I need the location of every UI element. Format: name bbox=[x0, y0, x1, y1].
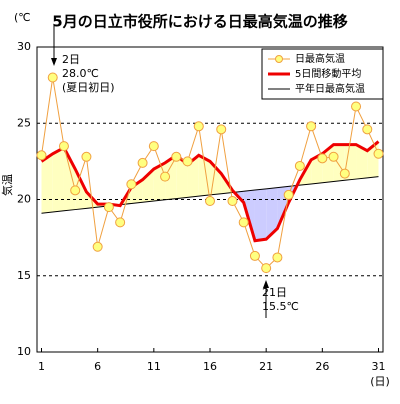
x-tick-label: 21 bbox=[259, 360, 273, 373]
data-point bbox=[70, 185, 81, 196]
annotation: 28.0℃ bbox=[62, 67, 99, 80]
chart-title: 5月の日立市役所における日最高気温の推移 bbox=[52, 13, 347, 31]
difference-fill bbox=[52, 147, 64, 213]
annotation-arrowhead bbox=[51, 58, 57, 66]
data-point bbox=[351, 101, 362, 112]
y-tick-label: 10 bbox=[17, 345, 31, 358]
data-point bbox=[362, 124, 373, 135]
x-tick-label: 6 bbox=[94, 360, 101, 373]
data-point bbox=[261, 263, 272, 274]
difference-fill bbox=[356, 144, 368, 180]
difference-fill bbox=[187, 155, 199, 198]
y-tick-label: 20 bbox=[17, 193, 31, 206]
difference-fill bbox=[41, 153, 53, 214]
data-point bbox=[103, 202, 114, 213]
y-axis-label: 気温 bbox=[0, 174, 14, 196]
x-tick-label: 16 bbox=[203, 360, 217, 373]
annotation: 15.5℃ bbox=[262, 300, 299, 313]
annotation-arrowhead bbox=[263, 280, 269, 288]
data-point bbox=[193, 121, 204, 132]
annotation: 2日 bbox=[62, 53, 80, 66]
difference-fill bbox=[176, 155, 188, 199]
difference-fill bbox=[198, 155, 210, 197]
data-point bbox=[148, 141, 159, 152]
data-point bbox=[283, 189, 294, 200]
data-point bbox=[227, 196, 238, 207]
data-point bbox=[328, 151, 339, 162]
data-point bbox=[294, 160, 305, 171]
y-tick-label: 30 bbox=[17, 40, 31, 53]
legend-label: 平年日最高気温 bbox=[295, 82, 365, 95]
data-point bbox=[160, 171, 171, 182]
y-unit: (℃ bbox=[14, 11, 31, 24]
data-point bbox=[339, 168, 350, 179]
data-point bbox=[137, 157, 148, 168]
data-point bbox=[58, 141, 69, 152]
data-point bbox=[306, 121, 317, 132]
data-point bbox=[126, 179, 137, 190]
data-point bbox=[205, 196, 215, 207]
legend-marker bbox=[275, 55, 283, 63]
x-tick-label: 1 bbox=[38, 360, 45, 373]
data-point bbox=[216, 124, 227, 135]
legend-label: 5日間移動平均 bbox=[295, 67, 361, 80]
data-point bbox=[171, 151, 182, 162]
series-line bbox=[41, 176, 379, 214]
data-point bbox=[238, 217, 249, 228]
data-point bbox=[92, 241, 103, 252]
x-unit: (日) bbox=[370, 375, 390, 388]
difference-fill bbox=[63, 147, 76, 211]
legend-label: 日最高気温 bbox=[295, 52, 345, 65]
data-point bbox=[317, 153, 328, 164]
difference-fill bbox=[153, 162, 166, 202]
data-point bbox=[115, 217, 126, 228]
data-point bbox=[249, 250, 260, 261]
data-point bbox=[182, 156, 193, 167]
data-point bbox=[272, 252, 283, 263]
difference-fill bbox=[75, 169, 87, 210]
x-tick-label: 31 bbox=[372, 360, 386, 373]
x-tick-label: 11 bbox=[147, 360, 161, 373]
difference-fill bbox=[165, 155, 177, 200]
annotation: 21日 bbox=[262, 286, 287, 299]
data-point bbox=[81, 151, 92, 162]
plot-frame bbox=[36, 46, 384, 353]
x-tick-label: 26 bbox=[315, 360, 329, 373]
data-point bbox=[47, 72, 58, 83]
annotation: (夏日初日) bbox=[62, 80, 115, 94]
difference-fill bbox=[254, 188, 267, 241]
difference-fill bbox=[266, 187, 278, 240]
difference-fill bbox=[210, 161, 222, 195]
y-tick-label: 15 bbox=[17, 269, 31, 282]
data-point bbox=[36, 150, 47, 161]
y-tick-label: 25 bbox=[17, 116, 31, 129]
data-point bbox=[373, 148, 384, 159]
